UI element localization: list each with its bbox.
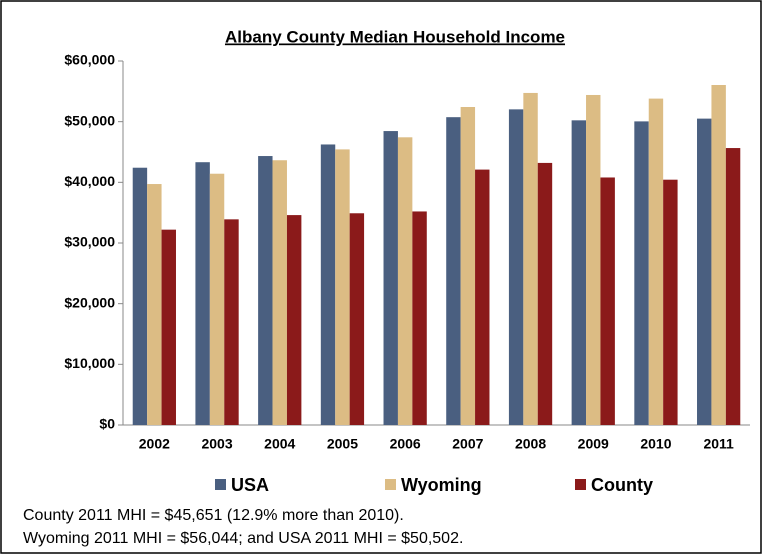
bar	[460, 107, 476, 426]
bar	[335, 149, 350, 425]
bar	[349, 213, 365, 425]
legend-swatch	[575, 479, 586, 490]
bar	[132, 167, 148, 425]
x-tick-label: 2007	[452, 436, 483, 452]
x-tick-label: 2005	[327, 436, 358, 452]
bar	[600, 177, 615, 425]
note: County 2011 MHI = $45,651 (12.9% more th…	[23, 507, 404, 524]
x-tick-label: 2002	[139, 436, 170, 452]
bar	[537, 162, 553, 426]
y-tick-label: $0	[99, 416, 115, 432]
legend-swatch	[215, 479, 226, 490]
bar	[286, 215, 302, 425]
bar	[320, 144, 336, 425]
bar	[634, 121, 649, 425]
bar	[571, 120, 587, 426]
bar	[383, 131, 398, 425]
legend-label: Wyoming	[401, 475, 482, 495]
x-tick-label: 2006	[390, 436, 421, 452]
bar	[272, 160, 287, 425]
x-tick-label: 2004	[264, 436, 295, 452]
y-tick-label: $50,000	[64, 112, 115, 128]
bar	[523, 92, 538, 425]
x-tick-label: 2011	[703, 436, 734, 452]
bar	[475, 169, 490, 425]
y-tick-label: $40,000	[64, 173, 115, 189]
bar	[663, 179, 678, 425]
y-tick-label: $10,000	[64, 355, 115, 371]
bar	[711, 84, 726, 426]
bar	[195, 162, 210, 425]
note: Wyoming 2011 MHI = $56,044; and USA 2011…	[23, 530, 463, 547]
bar	[648, 98, 664, 425]
bar	[397, 137, 413, 425]
bar	[412, 211, 427, 425]
bar	[725, 148, 741, 425]
bar	[586, 94, 601, 426]
bar	[161, 229, 176, 425]
x-tick-label: 2003	[201, 436, 232, 452]
chart-title: Albany County Median Household Income	[225, 27, 565, 46]
legend-swatch	[385, 479, 396, 490]
x-tick-label: 2010	[640, 436, 671, 452]
bar	[258, 156, 273, 425]
bar	[697, 118, 712, 425]
legend-label: USA	[231, 475, 269, 495]
x-tick-label: 2008	[515, 436, 546, 452]
bar	[147, 184, 162, 425]
bar	[209, 173, 225, 425]
y-tick-label: $20,000	[64, 294, 115, 310]
bar	[446, 117, 461, 425]
legend-label: County	[591, 475, 653, 495]
x-tick-label: 2009	[578, 436, 609, 452]
bar	[508, 109, 524, 426]
y-tick-label: $30,000	[64, 234, 115, 250]
bar	[224, 219, 239, 425]
y-tick-label: $60,000	[64, 52, 115, 68]
